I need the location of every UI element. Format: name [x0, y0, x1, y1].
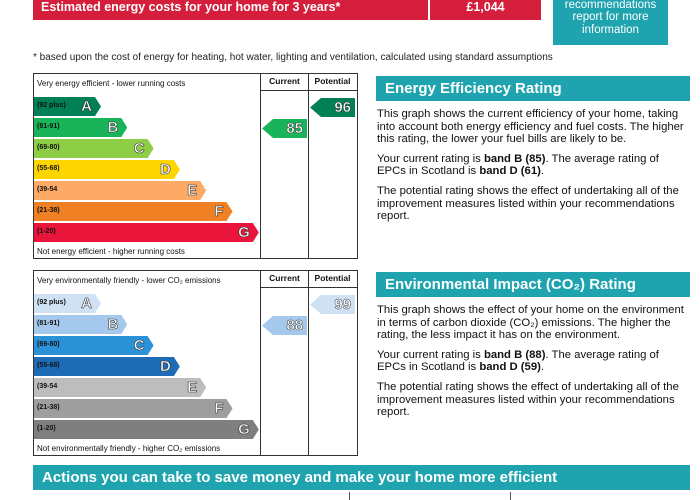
rating-band: (21-38) F — [34, 399, 233, 418]
column-header: Current — [269, 76, 300, 86]
text: The potential rating shows the effect of… — [377, 380, 679, 419]
panel-paragraph: The potential rating shows the effect of… — [377, 185, 690, 223]
cost-label: Estimated energy costs for your home for… — [33, 0, 428, 20]
band-range: (92 plus) — [37, 102, 66, 109]
text: . — [540, 165, 545, 178]
band-letter: E — [187, 182, 198, 199]
text: Your current rating is — [377, 152, 484, 165]
band-range: (1-20) — [37, 425, 56, 432]
panel-title: Energy Efficiency Rating — [376, 76, 690, 101]
top-note: Very energy efficient - lower running co… — [37, 79, 186, 88]
band-letter: C — [133, 140, 145, 157]
band-letter: G — [238, 421, 250, 438]
band-range: (1-20) — [37, 228, 56, 235]
bold-text: band D (61) — [479, 165, 541, 178]
text: The potential rating shows the effect of… — [377, 184, 679, 223]
column-line — [357, 271, 358, 455]
bottom-note: Not environmentally friendly - higher CO… — [37, 444, 221, 453]
cost-value: £1,044 — [430, 0, 541, 20]
bold-text: band D (59) — [479, 361, 541, 374]
band-letter: B — [107, 316, 119, 333]
header-line — [260, 287, 357, 288]
band-range: (39-54 — [37, 383, 58, 390]
band-range: (55-68) — [37, 165, 60, 172]
band-letter: E — [187, 379, 198, 396]
band-letter: G — [238, 224, 250, 241]
band-range: (21-38) — [37, 207, 60, 214]
column-line — [260, 271, 261, 455]
band-range: (81-91) — [37, 123, 60, 130]
rating-band: (39-54 E — [34, 181, 206, 200]
rating-panel: Environmental Impact (CO₂) Rating This gr… — [376, 272, 690, 419]
column-header: Potential — [314, 273, 351, 283]
bold-text: band B (88) — [483, 348, 546, 361]
text: Your current rating is — [377, 348, 484, 361]
text: . The average rating of EPCs in Scotland… — [377, 152, 659, 178]
rating-band: (1-20) G — [34, 223, 259, 242]
band-range: (69-80) — [37, 341, 60, 348]
panel-paragraph: The potential rating shows the effect of… — [377, 381, 690, 419]
band-range: (69-80) — [37, 144, 60, 151]
rating-band: (69-80) C — [34, 336, 154, 355]
text: . The average rating of EPCs in Scotland… — [377, 348, 659, 374]
rating-band: (81-91) B — [34, 118, 127, 137]
text: This graph shows the current efficiency … — [377, 108, 684, 146]
text: This graph shows the effect of your home… — [377, 304, 684, 342]
panel-paragraph: Your current rating is band B (85). The … — [377, 153, 690, 178]
rating-band: (81-91) B — [34, 315, 127, 334]
band-range: (21-38) — [37, 404, 60, 411]
rating-band: (92 plus) A — [34, 97, 101, 116]
footnote: * based upon the cost of energy for heat… — [33, 52, 553, 63]
band-letter: A — [81, 98, 92, 115]
rating-band: (21-38) F — [34, 202, 233, 221]
column-line — [308, 74, 309, 258]
rating-band: (39-54 E — [34, 378, 206, 397]
recommendations-box[interactable]: See your recommendations report for more… — [553, 0, 668, 45]
rating-chart: Very environmentally friendly - lower CO… — [33, 270, 358, 456]
band-letter: F — [214, 400, 224, 417]
bold-text: band B (85) — [483, 152, 546, 165]
band-range: (81-91) — [37, 320, 60, 327]
divider — [510, 492, 511, 500]
cost-bar: Estimated energy costs for your home for… — [33, 0, 541, 20]
rating-chart: Very energy efficient - lower running co… — [33, 73, 358, 259]
panel-paragraph: This graph shows the effect of your home… — [377, 304, 690, 342]
bottom-note: Not energy efficient - higher running co… — [37, 247, 185, 256]
current-rating: 85 — [262, 119, 307, 138]
text: . — [540, 361, 545, 374]
band-range: (55-68) — [37, 362, 60, 369]
top-note: Very environmentally friendly - lower CO… — [37, 276, 221, 285]
column-line — [260, 74, 261, 258]
potential-rating: 96 — [310, 98, 355, 117]
column-header: Current — [269, 273, 300, 283]
rating-band: (55-68) D — [34, 357, 180, 376]
column-line — [357, 74, 358, 258]
actions-bar: Actions you can take to save money and m… — [33, 465, 690, 490]
band-letter: B — [107, 119, 119, 136]
rating-band: (1-20) G — [34, 420, 259, 439]
band-letter: D — [160, 358, 171, 375]
column-line — [308, 271, 309, 455]
panel-title: Environmental Impact (CO₂) Rating — [376, 272, 690, 297]
rating-band: (92 plus) A — [34, 294, 101, 313]
current-rating: 88 — [262, 316, 307, 335]
band-letter: D — [160, 161, 171, 178]
band-range: (39-54 — [37, 186, 58, 193]
column-header: Potential — [314, 76, 351, 86]
header-line — [260, 90, 357, 91]
band-letter: A — [81, 295, 92, 312]
divider — [349, 492, 350, 500]
panel-paragraph: This graph shows the current efficiency … — [377, 108, 690, 146]
band-letter: F — [214, 203, 224, 220]
rating-panel: Energy Efficiency Rating This graph shows… — [376, 76, 690, 223]
potential-rating: 99 — [310, 295, 355, 314]
rating-band: (69-80) C — [34, 139, 154, 158]
panel-paragraph: Your current rating is band B (88). The … — [377, 349, 690, 374]
band-range: (92 plus) — [37, 299, 66, 306]
band-letter: C — [133, 337, 145, 354]
rating-band: (55-68) D — [34, 160, 180, 179]
